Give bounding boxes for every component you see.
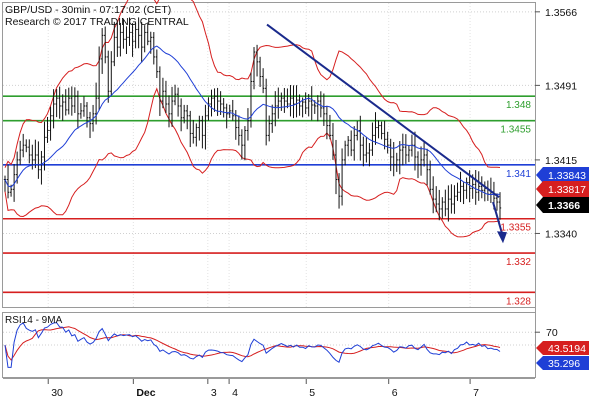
level-label-1.332: 1.332 [506,257,531,268]
price-tags: 1.33843 1.33817 1.3366 [536,167,589,213]
price-tick-label-1.3566: 1.3566 [545,7,577,19]
price-tag-text-1.3366: 1.3366 [548,200,580,212]
price-tick-label-1.3491: 1.3491 [545,80,577,92]
x-tick-label-4: 4 [232,387,238,399]
price-tick-label-1.334: 1.3340 [545,228,577,240]
price-tick-label-1.3415: 1.3415 [545,155,577,167]
candles [3,17,502,222]
level-label-1.328: 1.328 [506,296,531,307]
price-tag-text-1.33817: 1.33817 [548,184,586,196]
price-tag-box-1.3366 [536,197,589,213]
rsi-line [4,322,501,368]
price-tag-1.3366: 1.3366 [536,197,589,213]
moving-average [4,45,501,195]
level-label-1.3355: 1.3355 [500,223,531,234]
level-labels: 1.348 1.3455 1.341 1.3355 1.332 1.328 [500,100,531,307]
price-tag-box-1.33817 [536,181,589,197]
rsi-tag-43.5194: 43.5194 [536,341,589,355]
chart-subtitle: Research © 2017 TRADING CENTRAL [5,16,189,28]
rsi-tag-box-43.5194 [536,341,589,355]
rsi-lines [4,322,501,368]
bollinger-lower [4,87,501,238]
x-tick-label-5: 5 [309,387,315,399]
rsi-tag-text-43.5194: 43.5194 [548,343,586,355]
rsi-ma-line [4,326,501,361]
level-label-1.348: 1.348 [506,100,531,111]
rsi-value-tags: 43.5194 35.296 [536,341,589,370]
rsi-tick-label-70: 70 [546,327,558,339]
moving-average-line [4,45,501,195]
level-label-1.341: 1.341 [506,169,531,180]
x-tick-label-7: 7 [473,387,479,399]
rsi-panel-title: RSI14 - 9MA [5,315,63,326]
forecast-arrow-shaft [492,201,503,234]
rsi-panel-frame [2,312,536,378]
level-label-1.3455: 1.3455 [500,125,531,136]
bollinger-bands [4,0,501,238]
x-tick-label-Dec: Dec [136,387,155,399]
x-tick-label-30: 30 [51,387,63,399]
x-tick-label-6: 6 [392,387,398,399]
rsi-tag-text-35.296: 35.296 [548,358,580,370]
forecast-arrow-head [497,231,507,244]
x-axis-ticks: 30 Dec 3 4 5 6 7 [3,378,535,399]
rsi-tag-box-35.296 [536,356,589,370]
price-panel-frame [2,2,536,308]
resistance-trendline [266,23,500,198]
price-tag-1.33843: 1.33843 [536,167,589,183]
bollinger-upper [4,0,501,168]
rsi-tag-35.296: 35.296 [536,356,589,370]
x-tick-label-3: 3 [211,387,217,399]
price-tag-box-1.33843 [536,167,589,183]
rsi-y-ticks: 70 [535,327,558,339]
chart-title: GBP/USD - 30min - 07:17:02 (CET) [5,4,171,16]
trend-group [266,23,507,244]
price-tag-text-1.33843: 1.33843 [548,170,586,182]
price-tag-1.33817: 1.33817 [536,181,589,197]
price-y-ticks: 1.3566 1.3491 1.3415 1.3340 [535,7,577,240]
